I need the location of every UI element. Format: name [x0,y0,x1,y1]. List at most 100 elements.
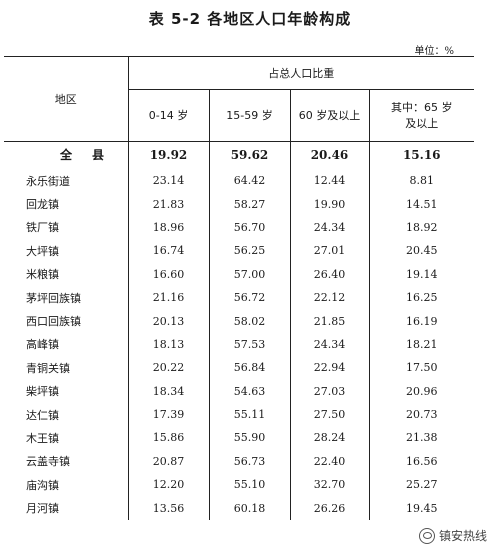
age-15-59-cell: 58.02 [208,309,290,333]
age-60-plus-cell: 12.44 [289,167,369,193]
age-15-59-cell: 56.84 [208,356,290,380]
table-row: 云盖寺镇 20.87 56.73 22.40 16.56 [4,449,474,474]
age-15-59-cell: 56.25 [208,239,290,263]
age-65-plus-cell: 19.14 [368,262,474,286]
unit-label: 单位：% [414,46,454,57]
age-15-59-cell: 55.11 [208,402,290,427]
col-age-15-59-header: 15-59 岁 [208,89,290,142]
age-60-plus-cell: 28.24 [289,426,369,450]
age-0-14-cell: 18.34 [152,384,185,398]
age-15-59-cell: 60.18 [208,496,290,520]
table-row: 庙沟镇 12.20 55.10 32.70 25.27 [4,473,474,497]
age-15-59-cell: 56.72 [208,285,290,310]
table-row: 西口回族镇 20.13 58.02 21.85 16.19 [4,309,474,333]
region-name-cell: 高峰镇 [4,332,129,357]
col-age-65-plus-header: 其中：65 岁 及以上 [368,89,474,142]
age-structure-table: 地区 占总人口比重 0-14 岁 15-59 岁 60 岁及以上 其中：65 岁… [4,56,474,520]
age-15-59-cell: 58.27 [208,192,290,216]
table-row: 青铜关镇 20.22 56.84 22.94 17.50 [4,356,474,380]
age-60-plus-cell: 27.03 [289,379,369,403]
age-65-plus-cell: 21.38 [368,426,474,450]
age-0-14-cell: 18.13 [152,337,185,351]
age-65-plus-cell: 18.92 [368,215,474,240]
age-0-14-cell: 23.14 [152,174,185,188]
region-name-cell: 米粮镇 [4,262,129,286]
region-name-cell: 月河镇 [4,496,129,520]
table-row: 高峰镇 18.13 57.53 24.34 18.21 [4,332,474,357]
region-name-cell: 回龙镇 [4,192,129,216]
table-row: 达仁镇 17.39 55.11 27.50 20.73 [4,402,474,427]
age-60-plus-cell: 26.26 [289,496,369,520]
age-0-14-cell: 15.86 [152,431,185,445]
table-title: 表 5-2 各地区人口年龄构成 [148,10,352,28]
age-60-plus-cell: 21.85 [289,309,369,333]
age-65-plus-cell: 14.51 [368,192,474,216]
age-65-plus-cell: 25.27 [368,473,474,497]
age-60-plus-cell: 24.34 [289,332,369,357]
age-65-plus-cell: 18.21 [368,332,474,357]
age-60-plus-cell: 19.90 [289,192,369,216]
region-name-cell: 西口回族镇 [4,309,129,333]
age-60-plus-cell: 20.46 [289,141,369,167]
age-60-plus-cell: 22.12 [289,285,369,310]
age-0-14-cell: 16.60 [152,267,185,281]
age-65-plus-cell: 8.81 [368,167,474,193]
age-65-plus-cell: 16.56 [368,449,474,474]
age-0-14-cell: 20.22 [152,361,185,375]
table-row: 茅坪回族镇 21.16 56.72 22.12 16.25 [4,285,474,310]
age-65-plus-cell: 19.45 [368,496,474,520]
age-15-59-cell: 57.53 [208,332,290,357]
age-0-14-cell: 18.96 [152,220,185,234]
age-15-59-cell: 56.70 [208,215,290,240]
table-row: 木王镇 15.86 55.90 28.24 21.38 [4,426,474,450]
age-65-plus-cell: 17.50 [368,356,474,380]
wechat-icon [418,527,435,544]
table-row: 米粮镇 16.60 57.00 26.40 19.14 [4,262,474,286]
age-65-plus-cell: 20.45 [368,239,474,263]
proportion-group-header: 占总人口比重 [128,56,474,90]
region-name-cell: 柴坪镇 [4,379,129,403]
age-60-plus-cell: 22.94 [289,356,369,380]
watermark-text: 镇安热线 [438,529,487,543]
region-name-cell: 大坪镇 [4,239,129,263]
table-row: 大坪镇 16.74 56.25 27.01 20.45 [4,239,474,263]
region-name-cell: 茅坪回族镇 [4,285,129,310]
table-row: 回龙镇 21.83 58.27 19.90 14.51 [4,192,474,216]
region-name-cell: 永乐街道 [4,167,129,193]
age-15-59-cell: 56.73 [208,449,290,474]
age-15-59-cell: 54.63 [208,379,290,403]
age-65-plus-cell: 20.73 [368,402,474,427]
region-name-cell: 庙沟镇 [4,473,129,497]
age-65-plus-cell: 16.19 [368,309,474,333]
age-65-plus-cell: 15.16 [368,141,474,167]
age-0-14-cell: 20.87 [152,454,185,468]
age-15-59-cell: 59.62 [208,141,290,167]
age-65-plus-cell: 16.25 [368,285,474,310]
age-60-plus-cell: 27.50 [289,402,369,427]
age-0-14-cell: 20.13 [152,314,185,328]
table-row: 柴坪镇 18.34 54.63 27.03 20.96 [4,379,474,403]
region-name-cell: 木王镇 [4,426,129,450]
age-65-plus-cell: 20.96 [368,379,474,403]
region-name-cell: 铁厂镇 [4,215,129,240]
age-0-14-cell: 21.16 [152,291,185,305]
table-row: 月河镇 13.56 60.18 26.26 19.45 [4,496,474,520]
age-60-plus-cell: 27.01 [289,239,369,263]
age-0-14-cell: 21.83 [152,197,185,211]
col-age-65-plus-header-line2: 及以上 [405,116,439,130]
age-0-14-cell: 12.20 [152,478,185,492]
table-row: 铁厂镇 18.96 56.70 24.34 18.92 [4,215,474,240]
age-0-14-cell: 16.74 [152,244,185,258]
watermark: 镇安热线 [415,526,490,545]
age-0-14-cell: 17.39 [152,408,185,422]
table-row-total: 全 县 19.92 59.62 20.46 15.16 [4,141,474,167]
age-60-plus-cell: 22.40 [289,449,369,474]
age-15-59-cell: 64.42 [208,167,290,193]
col-age-60-plus-header: 60 岁及以上 [289,89,369,142]
col-age-0-14-header: 0-14 岁 [128,89,209,142]
age-15-59-cell: 55.90 [208,426,290,450]
age-15-59-cell: 57.00 [208,262,290,286]
region-name-cell: 青铜关镇 [4,356,129,380]
region-name-cell: 云盖寺镇 [4,449,129,474]
age-15-59-cell: 55.10 [208,473,290,497]
